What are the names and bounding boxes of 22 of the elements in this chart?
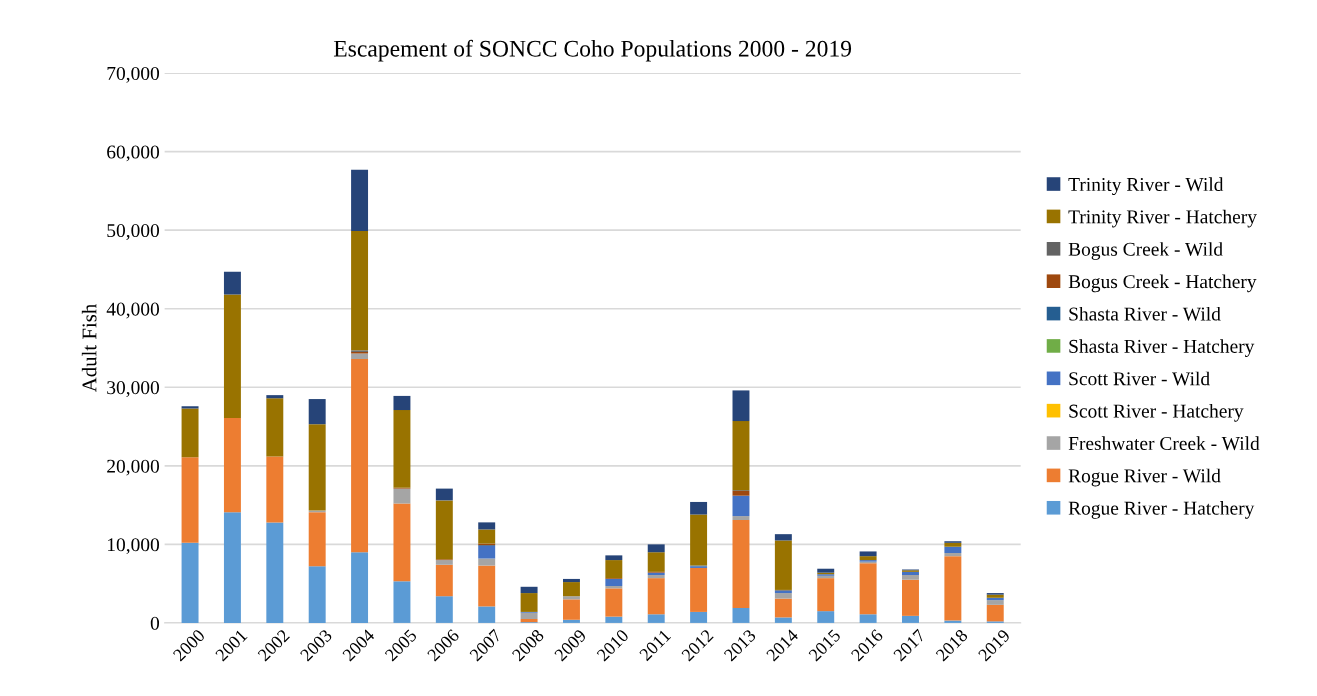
y-tick-label: 60,000 [107,145,160,162]
legend-label: Scott River - Hatchery [1069,403,1244,422]
legend-label: Bogus Creek - Wild [1068,242,1223,260]
legend-label: Rogue River - Wild [1068,468,1221,487]
y-tick-label: 30,000 [107,381,160,398]
chart-title: Escapement of SONCC Coho Populations 2000 - 2019 [333,39,852,62]
y-tick-label: 20,000 [107,459,160,476]
legend-label: Trinity River - Wild [1068,177,1224,196]
y-tick-label: 0 [150,616,160,630]
legend-label: Freshwater Creek - Wild [1068,436,1260,451]
legend-label: Bogus Creek - Hatchery [1068,274,1257,293]
legend-label: Rogue River - Hatchery [1068,501,1255,519]
x-tick-label: 2011 [638,628,672,662]
y-axis-title: Adult Fish [81,303,97,393]
legend-label: Shasta River - Wild [1069,306,1221,321]
y-tick-label: 10,000 [108,538,160,555]
legend-label: Trinity River - Hatchery [1068,209,1257,228]
legend-label: Scott River - Wild [1069,371,1210,386]
legend-label: Shasta River - Hatchery [1069,339,1255,357]
y-tick-label: 40,000 [106,302,160,319]
y-tick-label: 70,000 [107,66,160,83]
y-tick-label: 50,000 [107,223,160,240]
